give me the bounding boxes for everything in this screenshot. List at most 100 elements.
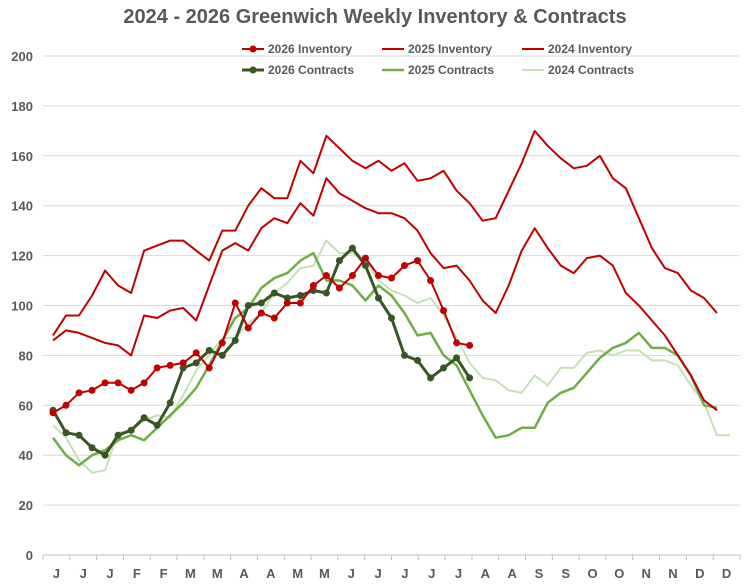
data-point-2026-inventory	[218, 339, 226, 347]
data-point-2026-contracts	[270, 289, 278, 297]
data-point-2026-inventory	[49, 409, 57, 417]
x-tick-label: N	[641, 566, 650, 581]
data-point-2026-contracts	[205, 346, 213, 354]
data-point-2026-contracts	[140, 414, 148, 422]
data-point-2026-contracts	[322, 289, 330, 297]
series-line-2026-contracts	[51, 246, 471, 457]
data-point-2026-contracts	[440, 364, 448, 372]
x-tick-label: D	[695, 566, 704, 581]
x-tick-label: J	[53, 566, 60, 581]
gridlines	[43, 55, 740, 506]
data-point-2026-inventory	[114, 379, 122, 387]
data-point-2026-contracts	[244, 302, 252, 309]
data-point-2026-inventory	[440, 306, 448, 314]
series-line-2024-inventory	[52, 129, 718, 336]
data-point-2026-contracts	[361, 262, 369, 270]
data-point-2026-contracts	[62, 429, 70, 437]
x-tick-label: N	[668, 566, 677, 581]
data-point-2026-contracts	[257, 299, 265, 307]
data-point-2026-contracts	[453, 354, 461, 362]
legend-label-2026-contracts: 2026 Contracts	[268, 63, 354, 77]
legend-marker-2026-contracts	[249, 66, 257, 74]
x-tick-label: J	[455, 566, 462, 581]
x-tick-label: S	[535, 566, 544, 581]
y-tick-label: 200	[11, 49, 33, 64]
data-point-2026-inventory	[427, 277, 435, 285]
data-point-2026-inventory	[309, 282, 317, 290]
legend: 2026 Inventory 2025 Inventory 2024 Invento…	[242, 42, 634, 77]
x-tick-label: J	[348, 566, 355, 581]
data-point-2026-inventory	[153, 364, 161, 372]
legend-label-2025-inventory: 2025 Inventory	[408, 42, 492, 56]
data-point-2026-inventory	[296, 299, 304, 307]
data-point-2026-inventory	[335, 284, 343, 292]
x-tick-label: M	[212, 566, 223, 581]
data-point-2026-contracts	[374, 294, 382, 302]
data-point-2026-contracts	[414, 356, 422, 364]
legend-label-2025-contracts: 2025 Contracts	[408, 63, 494, 77]
data-point-2026-contracts	[114, 431, 122, 439]
data-point-2026-contracts	[166, 399, 174, 407]
data-point-2026-contracts	[231, 336, 239, 344]
x-tick-label: O	[614, 566, 624, 581]
x-tick-label: A	[507, 566, 517, 581]
y-tick-label: 40	[19, 448, 33, 463]
x-tick-label: F	[160, 566, 168, 581]
y-tick-label: 160	[11, 149, 33, 164]
data-point-2026-contracts	[283, 294, 291, 302]
data-point-2026-contracts	[401, 351, 409, 359]
data-point-2026-inventory	[179, 359, 187, 367]
data-point-2026-inventory	[231, 299, 239, 307]
x-tick-label: O	[587, 566, 597, 581]
legend-label-2024-contracts: 2024 Contracts	[548, 63, 634, 77]
data-point-2026-contracts	[427, 374, 435, 382]
x-tick-label: M	[319, 566, 330, 581]
y-tick-label: 20	[19, 498, 33, 513]
legend-label-2024-inventory: 2024 Inventory	[548, 42, 632, 56]
y-tick-label: 180	[11, 99, 33, 114]
x-tick-label: F	[133, 566, 141, 581]
data-point-2026-inventory	[127, 386, 135, 394]
data-point-2026-inventory	[322, 272, 330, 280]
y-tick-label: 140	[11, 199, 33, 214]
data-point-2026-contracts	[348, 244, 356, 252]
data-point-2026-inventory	[361, 254, 369, 262]
data-point-2026-inventory	[75, 389, 83, 397]
data-point-2026-contracts	[466, 374, 474, 382]
data-point-2026-inventory	[414, 257, 422, 265]
data-point-2026-inventory	[257, 309, 265, 317]
data-point-2026-inventory	[401, 262, 409, 270]
x-tick-label: J	[80, 566, 87, 581]
x-tick-label: A	[266, 566, 276, 581]
data-point-2026-inventory	[283, 299, 291, 307]
data-point-2026-inventory	[88, 386, 96, 394]
data-point-2026-inventory	[270, 314, 278, 322]
data-point-2026-contracts	[296, 292, 304, 300]
data-point-2026-contracts	[335, 257, 343, 265]
data-point-2026-inventory	[205, 364, 213, 372]
data-point-2026-inventory	[192, 349, 200, 357]
y-tick-label: 80	[19, 348, 33, 363]
y-tick-label: 100	[11, 299, 33, 314]
x-tick-label: A	[481, 566, 491, 581]
axes: 0 20 40 60 80 100 120 140 160 180 200 J J J F F M M A A M M J J…	[11, 49, 741, 581]
data-point-2026-contracts	[179, 364, 187, 372]
series-line-2025-inventory	[52, 177, 718, 412]
series-lines	[49, 129, 730, 474]
series-line-2024-contracts	[52, 239, 730, 474]
x-tick-label: J	[401, 566, 408, 581]
legend-label-2026-inventory: 2026 Inventory	[268, 42, 352, 56]
data-point-2026-inventory	[453, 339, 461, 347]
y-tick-label: 0	[26, 548, 33, 563]
legend-marker-2026-inventory	[249, 45, 257, 53]
data-point-2026-inventory	[140, 379, 148, 387]
x-tick-label: J	[374, 566, 381, 581]
x-tick-label: M	[185, 566, 196, 581]
x-tick-label: M	[292, 566, 303, 581]
data-point-2026-inventory	[348, 272, 356, 280]
data-point-2026-inventory	[166, 361, 174, 369]
data-point-2026-inventory	[62, 401, 70, 409]
data-point-2026-contracts	[127, 426, 135, 434]
data-point-2026-inventory	[374, 272, 382, 280]
